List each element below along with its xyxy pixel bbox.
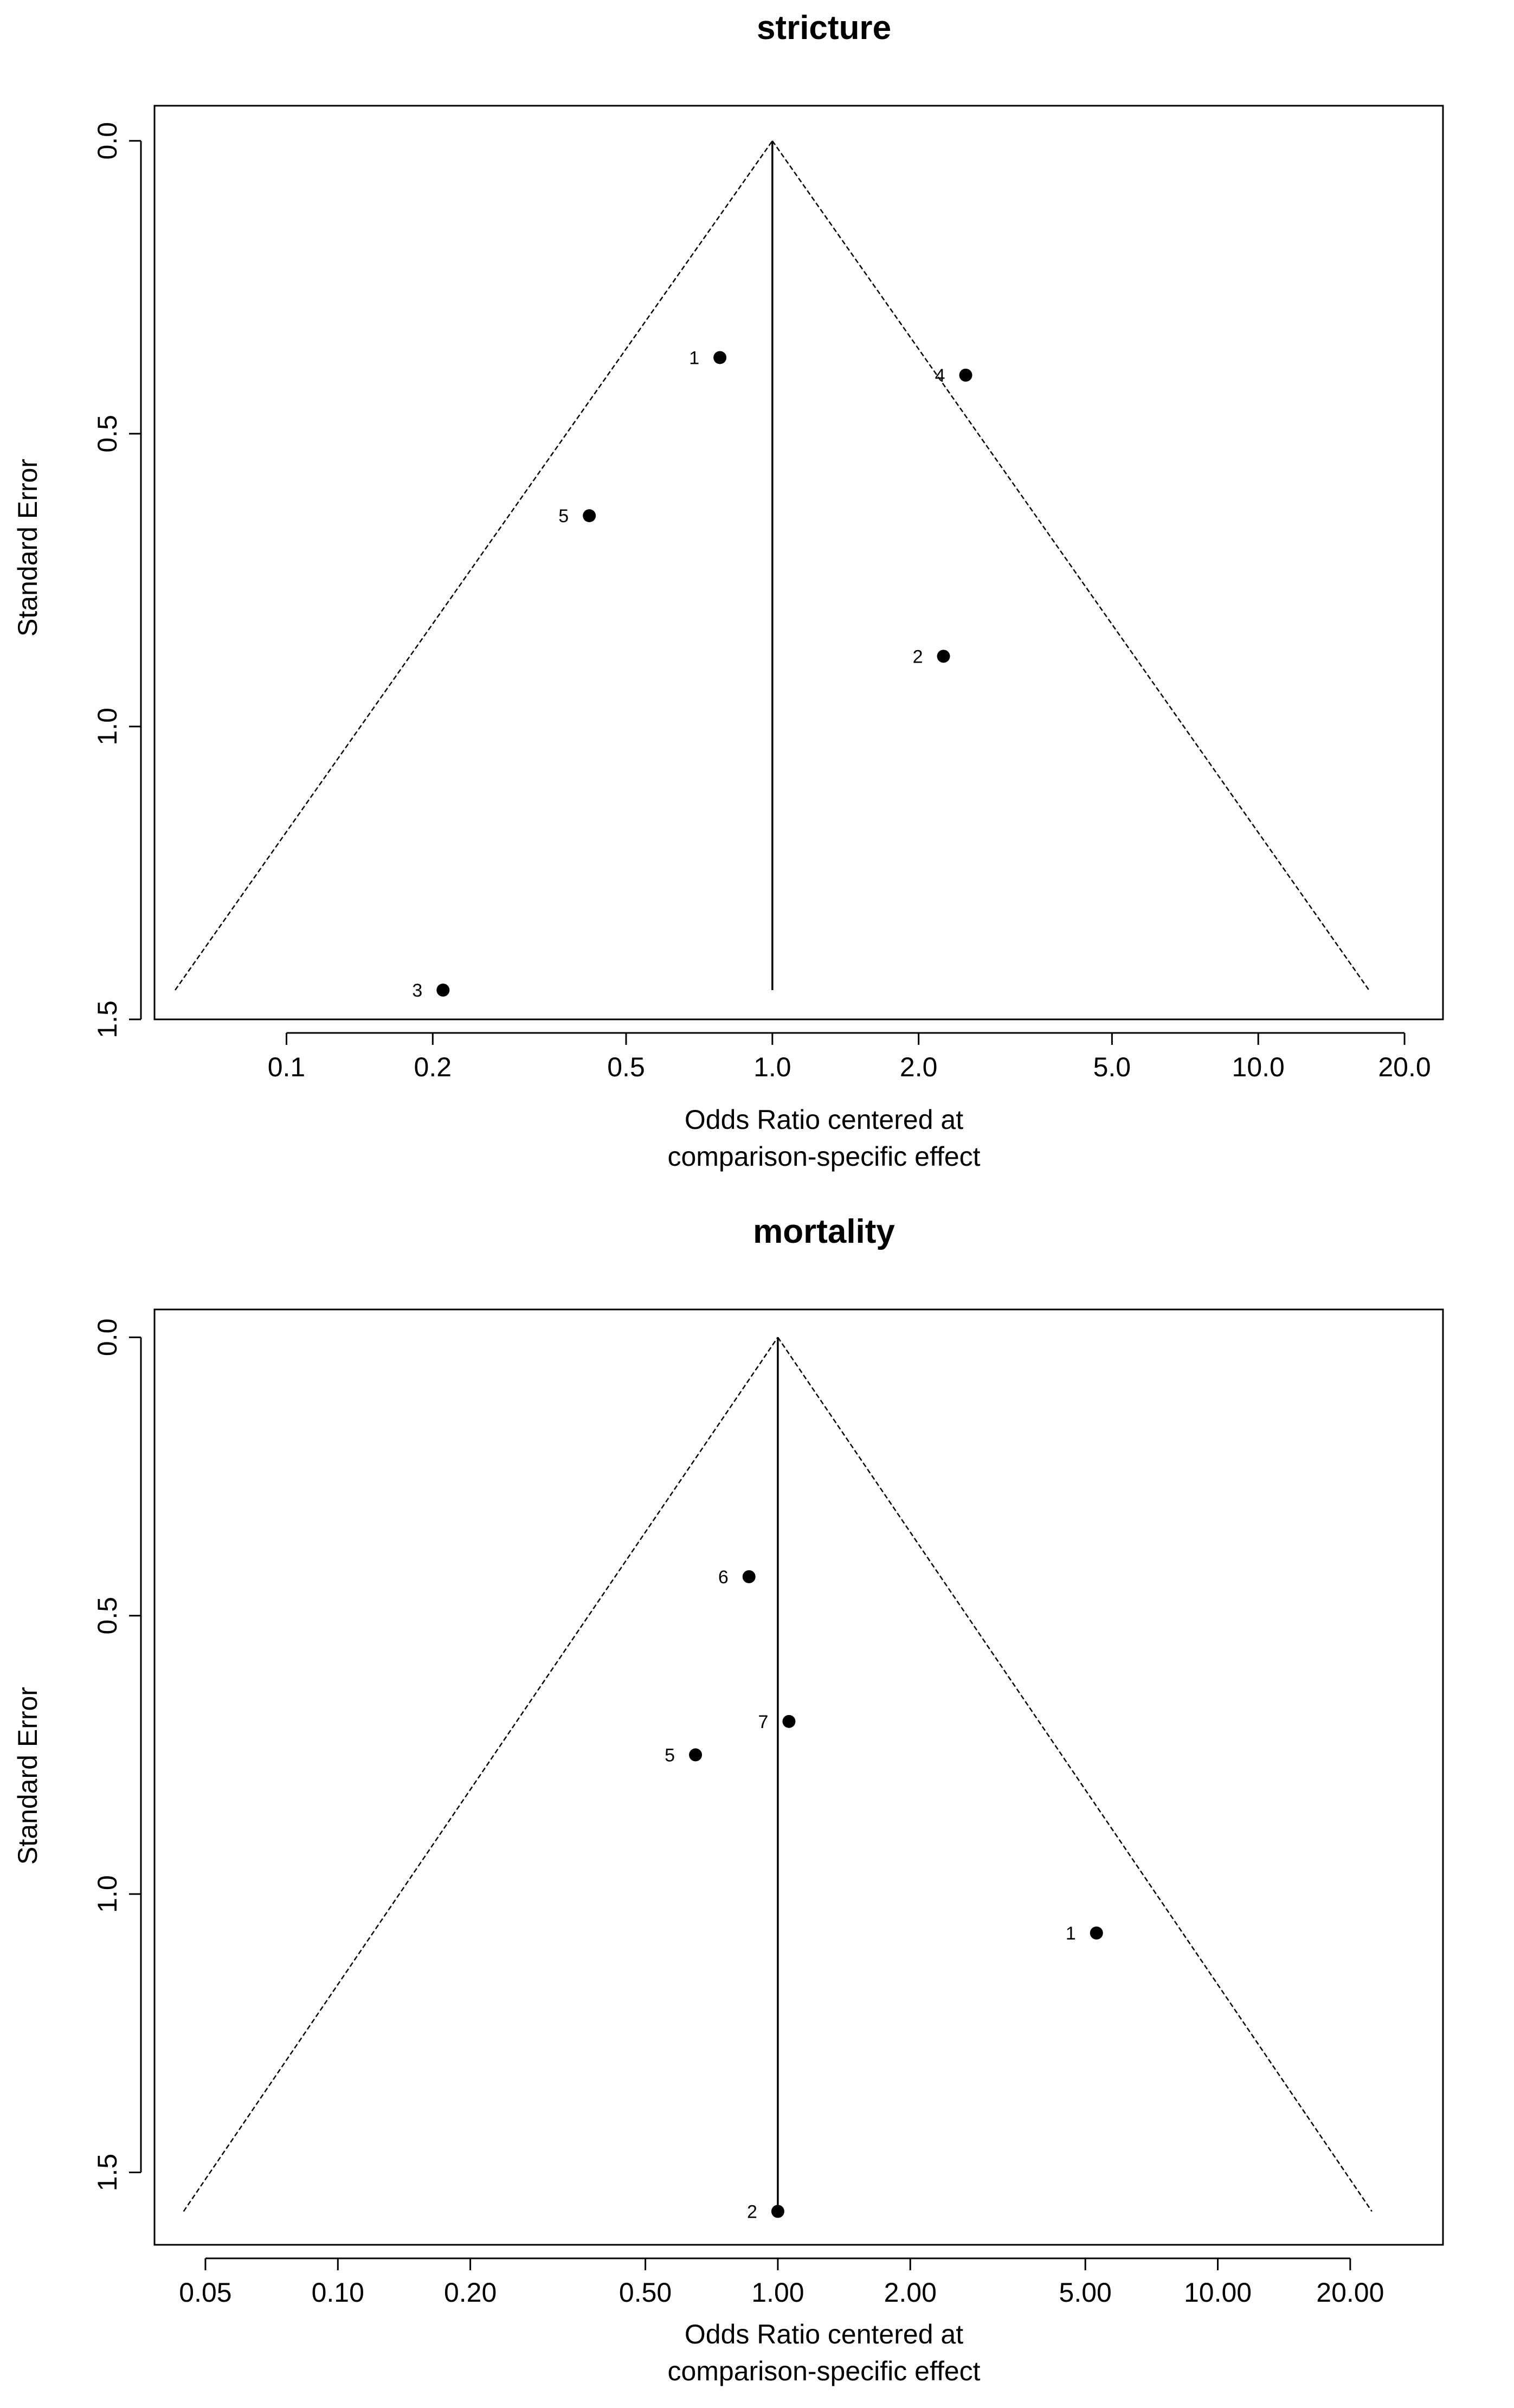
y-tick-label: 0.0	[92, 122, 123, 160]
data-point-label: 1	[1066, 1923, 1076, 1944]
x-tick-label: 20.0	[1378, 1052, 1431, 1082]
data-point-label: 1	[689, 348, 699, 368]
data-point	[436, 983, 450, 997]
data-point-label: 2	[913, 646, 923, 667]
x-tick-label: 2.00	[884, 2277, 937, 2308]
x-tick-label: 5.0	[1093, 1052, 1131, 1082]
funnel-lines	[175, 140, 1370, 991]
funnel-left-line	[175, 140, 773, 991]
x-tick-label: 5.00	[1059, 2277, 1112, 2308]
x-tick-label: 0.2	[414, 1052, 452, 1082]
x-tick-label: 1.0	[753, 1052, 791, 1082]
data-point-label: 7	[758, 1712, 769, 1732]
funnel-right-line	[777, 1337, 1373, 2212]
x-tick-label: 20.00	[1316, 2277, 1384, 2308]
mortality-panel: mortality 1 2 5 6 7 0.05 0.10 0.20 0.50 1.00 2.00…	[12, 1213, 1444, 2386]
x-tick-label: 0.5	[607, 1052, 645, 1082]
x-tick-label: 0.50	[619, 2277, 672, 2308]
data-point-label: 4	[935, 365, 945, 386]
stricture-panel: stricture 1 2 3 4 5 0.1 0.2 0.5 1.0 2.0 5.0 10.0 20…	[12, 9, 1444, 1172]
x-axis: 0.05 0.10 0.20 0.50 1.00 2.00 5.00 10.00 20.00	[179, 2257, 1384, 2308]
data-points: 1 2 5 6 7	[665, 1567, 1103, 2222]
data-point-label: 3	[412, 980, 422, 1001]
x-tick-label: 2.0	[900, 1052, 938, 1082]
data-point	[1090, 1927, 1103, 1940]
funnel-left-line	[183, 1337, 778, 2212]
y-axis: 0.0 0.5 1.0 1.5	[92, 1319, 142, 2192]
data-point	[713, 351, 727, 364]
x-axis-label-line-2: comparison-specific effect	[667, 1141, 980, 1172]
y-tick-label: 1.5	[92, 1000, 123, 1038]
y-tick-label: 1.5	[92, 2154, 123, 2192]
data-point	[771, 2205, 784, 2218]
y-tick-label: 0.5	[92, 415, 123, 453]
y-tick-label: 1.0	[92, 1875, 123, 1913]
data-point	[937, 650, 950, 663]
y-axis-label: Standard Error	[12, 1687, 43, 1865]
x-tick-label: 1.00	[751, 2277, 804, 2308]
data-point-label: 5	[558, 506, 569, 526]
chart-title: stricture	[757, 9, 891, 47]
x-tick-label: 10.00	[1184, 2277, 1252, 2308]
plot-frame	[153, 1308, 1444, 2246]
data-point-label: 2	[747, 2201, 757, 2222]
data-point	[583, 509, 596, 523]
funnel-right-line	[771, 140, 1370, 991]
data-points: 1 2 3 4 5	[412, 348, 972, 1001]
data-point	[689, 1748, 703, 1762]
data-point	[782, 1715, 796, 1728]
funnel-lines	[183, 1337, 1373, 2212]
data-point-label: 5	[665, 1745, 675, 1765]
x-axis-label-line-1: Odds Ratio centered at	[685, 1105, 963, 1135]
data-point	[959, 368, 972, 382]
y-tick-label: 0.0	[92, 1319, 123, 1357]
plot-frame	[153, 105, 1444, 1020]
x-axis-label-line-1: Odds Ratio centered at	[685, 2319, 963, 2349]
y-axis-label: Standard Error	[12, 459, 43, 637]
data-point	[742, 1570, 756, 1583]
x-tick-label: 0.1	[268, 1052, 306, 1082]
x-tick-label: 0.10	[312, 2277, 364, 2308]
x-axis-label-line-2: comparison-specific effect	[667, 2356, 980, 2386]
y-tick-label: 0.5	[92, 1597, 123, 1635]
x-tick-label: 0.05	[179, 2277, 231, 2308]
y-axis: 0.0 0.5 1.0 1.5	[92, 122, 142, 1038]
chart-title: mortality	[753, 1213, 895, 1250]
data-point-label: 6	[718, 1567, 729, 1588]
x-tick-label: 10.0	[1232, 1052, 1285, 1082]
x-axis: 0.1 0.2 0.5 1.0 2.0 5.0 10.0 20.0	[268, 1032, 1431, 1082]
y-tick-label: 1.0	[92, 708, 123, 746]
x-tick-label: 0.20	[444, 2277, 497, 2308]
